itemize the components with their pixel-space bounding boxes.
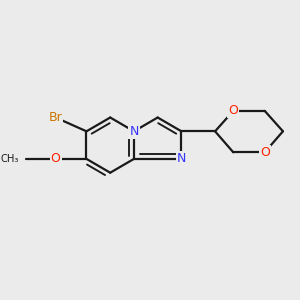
- Text: Br: Br: [49, 111, 62, 124]
- Text: O: O: [51, 152, 61, 165]
- Text: N: N: [177, 152, 186, 165]
- Text: O: O: [260, 146, 270, 159]
- Text: N: N: [129, 125, 139, 138]
- Text: CH₃: CH₃: [1, 154, 19, 164]
- Text: O: O: [228, 104, 238, 117]
